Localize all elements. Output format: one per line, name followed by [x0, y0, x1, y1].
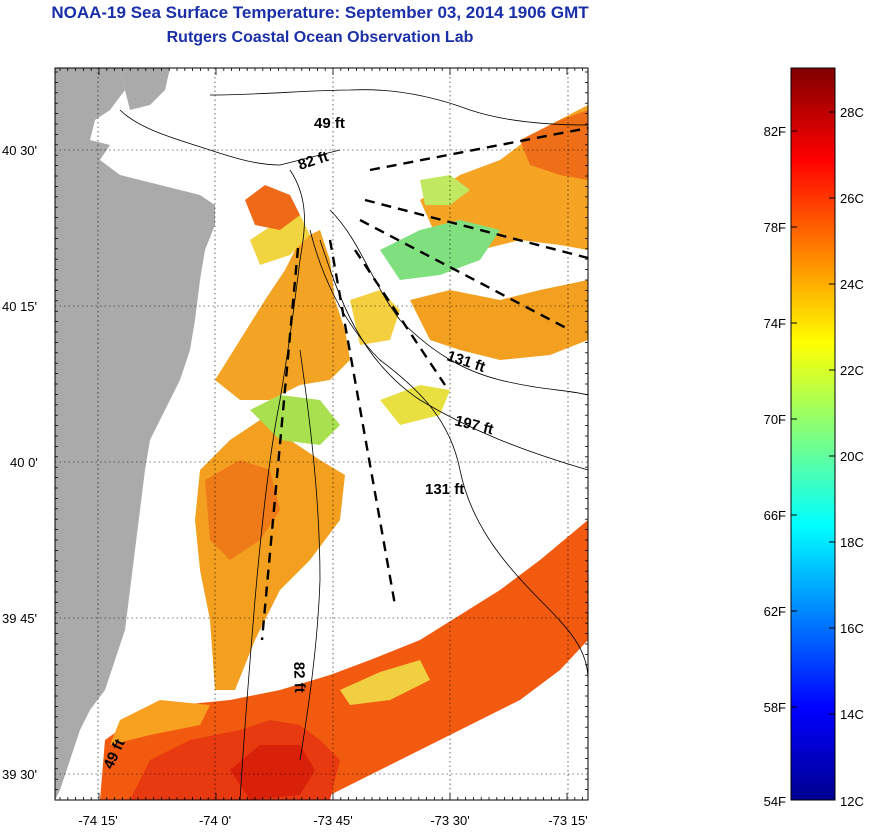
isobath-82: [239, 169, 305, 800]
lon-label-73-30: -73 30': [430, 813, 469, 828]
lon-label-74-0: -74 0': [199, 813, 231, 828]
sst-patch-mid-yellow: [250, 215, 310, 265]
isobath-label-82-north: 82 ft: [296, 148, 331, 174]
isobath-label-82-south: 82 ft: [290, 662, 308, 693]
sst-patch-south: [100, 520, 588, 800]
sst-patch-west-green: [250, 395, 340, 445]
sst-patch-north-green: [420, 175, 470, 205]
sst-patch-northeast-core: [520, 110, 588, 180]
lat-label-39-30: 39 30': [2, 767, 37, 782]
graticule: [55, 68, 588, 800]
map-title: NOAA-19 Sea Surface Temperature: Septemb…: [51, 3, 589, 22]
land-mass: [55, 68, 215, 800]
lat-label-40-15: 40 15': [2, 299, 37, 314]
lon-label-74-15: -74 15': [78, 813, 117, 828]
isobath-131: [329, 209, 588, 396]
sst-patch-northwest: [245, 185, 300, 230]
isobath-mid: [299, 349, 321, 761]
isobath-label-197: 197 ft: [453, 412, 495, 438]
lat-label-40-0: 40 0': [10, 455, 38, 470]
lon-label-73-45: -73 45': [313, 813, 352, 828]
map-subtitle: Rutgers Coastal Ocean Observation Lab: [166, 29, 474, 46]
axis-ticks: [55, 68, 588, 801]
map-frame: [54, 67, 589, 801]
coastline: [119, 109, 341, 166]
sst-patch-east: [410, 280, 588, 360]
sst-patch-mid: [215, 230, 350, 400]
sst-patch-east-yellow: [380, 385, 450, 425]
sst-patch-upper-yellow: [350, 290, 400, 345]
sst-patch-south-edge: [110, 700, 210, 745]
lat-label-40-30: 40 30': [2, 143, 37, 158]
sst-patch-northeast-green: [380, 220, 500, 280]
isobath-label-49-north: 49 ft: [314, 115, 345, 132]
lat-label-39-45: 39 45': [2, 611, 37, 626]
transect-lines: [260, 126, 588, 641]
isobath-49: [209, 89, 588, 126]
sst-patch-south-yellow: [340, 660, 430, 705]
isobath-label-131-south: 131 ft: [425, 481, 464, 498]
land-shelf: [120, 68, 170, 110]
sst-patch-south-dark: [230, 745, 315, 800]
lon-label-73-15: -73 15': [548, 813, 587, 828]
sst-data-layer: [100, 105, 588, 800]
